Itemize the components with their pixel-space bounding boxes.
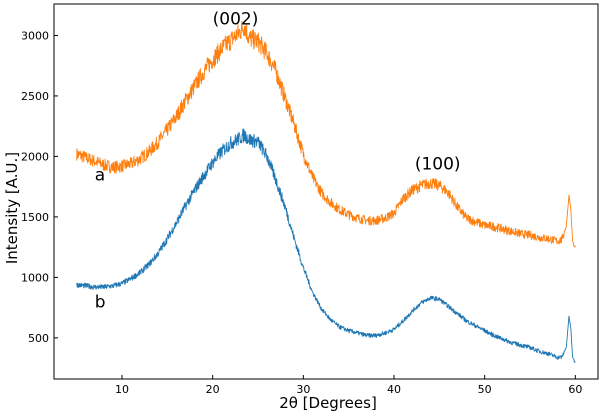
annotation-label: a (95, 166, 105, 186)
y-axis-label: Intensity [A.U.] (3, 152, 21, 264)
series-line-a (76, 21, 576, 248)
y-tick-label: 1000 (21, 271, 49, 284)
y-tick-label: 3000 (21, 29, 49, 42)
x-tick-label: 40 (387, 383, 401, 396)
x-tick-label: 10 (115, 383, 129, 396)
annotation-label: (002) (213, 10, 259, 30)
y-tick-label: 2500 (21, 90, 49, 103)
y-tick-label: 500 (28, 332, 49, 345)
annotation-label: (100) (415, 155, 461, 175)
x-tick-label: 50 (478, 383, 492, 396)
series-layer (76, 21, 576, 363)
x-axis-label: 2θ [Degrees] (279, 394, 377, 412)
x-tick-label: 30 (296, 383, 310, 396)
annotation-label: b (95, 293, 106, 313)
annotation-layer: (002) (100) a b (95, 10, 461, 313)
series-line-b (76, 128, 576, 363)
x-tick-label: 20 (206, 383, 220, 396)
x-tick-label: 60 (568, 383, 582, 396)
y-tick-label: 2000 (21, 150, 49, 163)
axes-layer: 10 20 30 40 50 60 500 1000 1500 2000 2500 3000 (21, 3, 599, 396)
axes-frame (53, 3, 599, 380)
y-tick-label: 1500 (21, 211, 49, 224)
